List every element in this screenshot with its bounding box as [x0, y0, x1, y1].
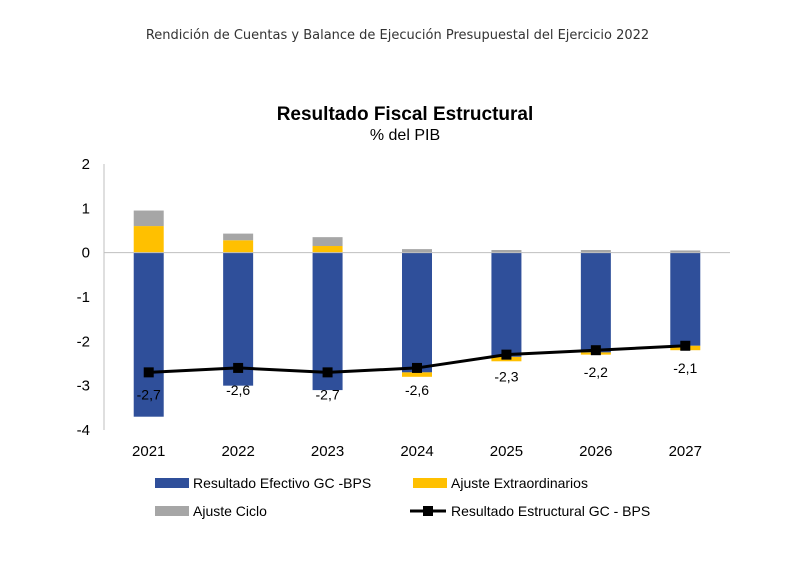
bar-extraordinarios-2021 — [133, 226, 164, 253]
x-tick-label: 2026 — [579, 443, 612, 460]
x-tick-label: 2021 — [132, 443, 165, 460]
bars — [133, 210, 701, 417]
bar-efectivo-2023 — [312, 252, 343, 391]
document-header: Rendición de Cuentas y Balance de Ejecuc… — [145, 28, 650, 43]
y-tick-label: -3 — [77, 378, 90, 395]
data-label-2022: -2,6 — [226, 382, 250, 398]
y-tick-label: 1 — [82, 200, 90, 217]
data-label-2026: -2,2 — [584, 364, 608, 380]
bar-ciclo-2026 — [580, 250, 611, 253]
y-axis-ticks: 2 1 0 -1 -2 -3 -4 — [77, 156, 90, 439]
bar-extraordinarios-2024 — [402, 372, 432, 377]
bar-ciclo-2022 — [223, 233, 254, 241]
data-label-2025: -2,3 — [494, 369, 518, 385]
bar-ciclo-2025 — [491, 250, 522, 253]
x-tick-label: 2027 — [669, 443, 702, 460]
legend-swatch-extraordinarios — [413, 478, 447, 488]
y-tick-label: -2 — [77, 333, 90, 350]
y-tick-label: -4 — [77, 422, 90, 439]
estructural-point-2023 — [322, 367, 333, 378]
x-axis-ticks: 2021 2022 2023 2024 2025 2026 2027 — [132, 443, 702, 460]
bar-efectivo-2021 — [133, 252, 164, 417]
data-label-2021: -2,7 — [137, 386, 161, 402]
y-tick-label: -1 — [77, 289, 90, 306]
bar-extraordinarios-2022 — [223, 240, 254, 253]
legend: Resultado Efectivo GC -BPS Ajuste Extrao… — [155, 475, 650, 519]
estructural-point-2024 — [412, 362, 422, 373]
data-label-2024: -2,6 — [405, 382, 429, 398]
bar-ciclo-2027 — [670, 250, 701, 253]
bar-efectivo-2024 — [402, 252, 432, 373]
bar-ciclo-2023 — [312, 237, 343, 247]
estructural-point-2022 — [233, 362, 244, 373]
estructural-point-2027 — [680, 340, 691, 351]
x-tick-label: 2023 — [311, 443, 344, 460]
y-tick-label: 0 — [82, 245, 90, 262]
chart-title: Resultado Fiscal Estructural — [277, 104, 534, 125]
legend-label-efectivo: Resultado Efectivo GC -BPS — [193, 475, 371, 491]
bar-efectivo-2025 — [491, 252, 522, 357]
estructural-point-2021 — [143, 367, 154, 378]
chart-subtitle: % del PIB — [370, 127, 440, 144]
data-label-2023: -2,7 — [316, 386, 340, 402]
data-label-2027: -2,1 — [673, 360, 697, 376]
bar-efectivo-2026 — [580, 252, 611, 353]
estructural-point-2025 — [501, 349, 512, 360]
x-tick-label: 2025 — [490, 443, 523, 460]
legend-label-ciclo: Ajuste Ciclo — [193, 503, 267, 519]
legend-label-extraordinarios: Ajuste Extraordinarios — [451, 475, 588, 491]
x-tick-label: 2022 — [221, 443, 254, 460]
legend-label-estructural: Resultado Estructural GC - BPS — [451, 503, 650, 519]
legend-swatch-efectivo — [155, 478, 189, 488]
legend-marker-estructural — [423, 506, 433, 516]
y-tick-label: 2 — [82, 156, 90, 173]
bar-extraordinarios-2023 — [312, 246, 343, 253]
x-tick-label: 2024 — [400, 443, 433, 460]
estructural-line-group: -2,7 -2,6 -2,7 -2,6 -2,3 -2,2 -2,1 — [137, 340, 698, 402]
legend-swatch-ciclo — [155, 506, 189, 516]
bar-ciclo-2021 — [133, 210, 164, 227]
bar-efectivo-2027 — [670, 252, 701, 346]
estructural-point-2026 — [590, 345, 601, 356]
bar-ciclo-2024 — [402, 249, 432, 253]
